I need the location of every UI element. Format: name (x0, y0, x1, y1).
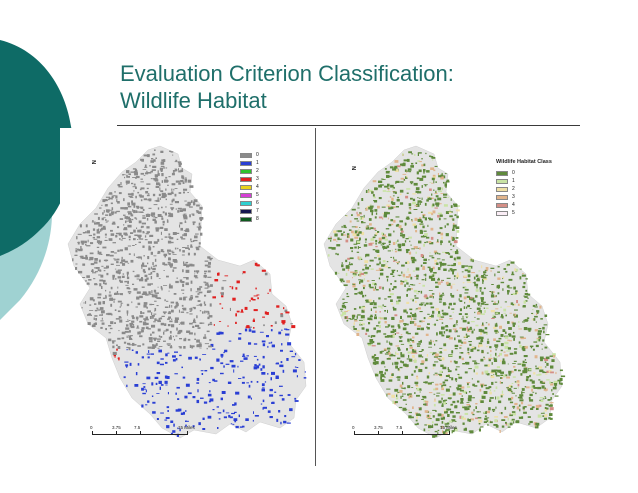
scale-label: 3.75 (374, 425, 383, 430)
scale-label: 15 Miles (178, 425, 195, 430)
scale-labels: 0 3.75 7.5 15 Miles (352, 425, 457, 431)
scale-line (92, 431, 188, 435)
legend-title: Wildlife Habitat Class (496, 159, 552, 165)
legend-item: 3 (496, 193, 552, 201)
legend-label: 4 (256, 184, 259, 190)
legend-swatch (240, 160, 252, 166)
legend-label: 7 (256, 208, 259, 214)
scale-bar: 0 3.75 7.5 15 Miles (90, 425, 195, 435)
dark-arc (0, 40, 73, 256)
legend-swatch (496, 202, 508, 208)
habitat-patches (327, 151, 566, 438)
scale-label: 15 Miles (440, 425, 457, 430)
north-arrow: N (92, 160, 98, 164)
legend-swatch (240, 208, 252, 214)
legend-swatch (496, 210, 508, 216)
legend-label: 6 (256, 200, 259, 206)
legend-item: 5 (496, 209, 552, 217)
legend-item: 5 (240, 191, 259, 199)
legend-item: 0 (240, 151, 259, 159)
legend-swatch (240, 168, 252, 174)
legend-label: 8 (256, 216, 259, 222)
legend-label: 2 (256, 168, 259, 174)
legend-item: 1 (240, 159, 259, 167)
scale-label: 0 (352, 425, 355, 430)
legend-swatch (240, 216, 252, 222)
legend-rows: 0 1 2 3 4 5 (496, 169, 552, 217)
legend-item: 4 (496, 201, 552, 209)
legend-label: 1 (512, 178, 515, 184)
legend-item: 6 (240, 199, 259, 207)
north-label: N (352, 166, 358, 171)
scale-line (354, 431, 450, 435)
legend-swatch (240, 192, 252, 198)
legend-swatch (240, 152, 252, 158)
legend-item: 1 (496, 177, 552, 185)
legend-item: 2 (496, 185, 552, 193)
right-legend: Wildlife Habitat Class 0 1 2 3 4 5 (496, 158, 552, 217)
scale-labels: 0 3.75 7.5 15 Miles (90, 425, 195, 431)
scale-bar: 0 3.75 7.5 15 Miles (352, 425, 457, 435)
legend-label: 1 (256, 160, 259, 166)
scale-label: 0 (90, 425, 93, 430)
legend-label: 3 (512, 194, 515, 200)
right-map-panel: N Wildlife Habitat Class 0 1 2 3 4 5 0 3.75 7… (316, 128, 580, 466)
legend-label: 4 (512, 202, 515, 208)
left-map-panel: N 0 1 2 3 4 5 6 7 8 0 3.75 7.5 15 Miles (60, 128, 315, 466)
legend-swatch (496, 178, 508, 184)
legend-label: 0 (256, 152, 259, 158)
legend-rows: 0 1 2 3 4 5 6 7 8 (240, 151, 259, 223)
title-line-1: Evaluation Criterion Classification: (120, 61, 454, 86)
left-map (67, 145, 307, 439)
title-line-2: Wildlife Habitat (120, 88, 267, 113)
left-legend: 0 1 2 3 4 5 6 7 8 (240, 151, 259, 223)
legend-swatch (496, 186, 508, 192)
legend-label: 5 (512, 210, 515, 216)
north-arrow: N (352, 166, 358, 170)
legend-item: 4 (240, 183, 259, 191)
habitat-patches (72, 149, 307, 437)
legend-item: 8 (240, 215, 259, 223)
title-underline (117, 125, 580, 126)
scale-label: 7.5 (396, 425, 403, 430)
legend-swatch (240, 176, 252, 182)
scale-label: 7.5 (134, 425, 141, 430)
legend-swatch (496, 194, 508, 200)
legend-label: 2 (512, 186, 515, 192)
legend-item: 2 (240, 167, 259, 175)
legend-item: 7 (240, 207, 259, 215)
north-label: N (92, 160, 98, 165)
legend-label: 0 (512, 170, 515, 176)
legend-swatch (240, 184, 252, 190)
legend-label: 3 (256, 176, 259, 182)
legend-item: 0 (496, 169, 552, 177)
slide-title: Evaluation Criterion Classification: Wil… (120, 60, 600, 114)
legend-item: 3 (240, 175, 259, 183)
right-map (323, 145, 566, 439)
panel-divider (315, 128, 316, 466)
scale-label: 3.75 (112, 425, 121, 430)
legend-label: 5 (256, 192, 259, 198)
legend-swatch (496, 170, 508, 176)
legend-swatch (240, 200, 252, 206)
